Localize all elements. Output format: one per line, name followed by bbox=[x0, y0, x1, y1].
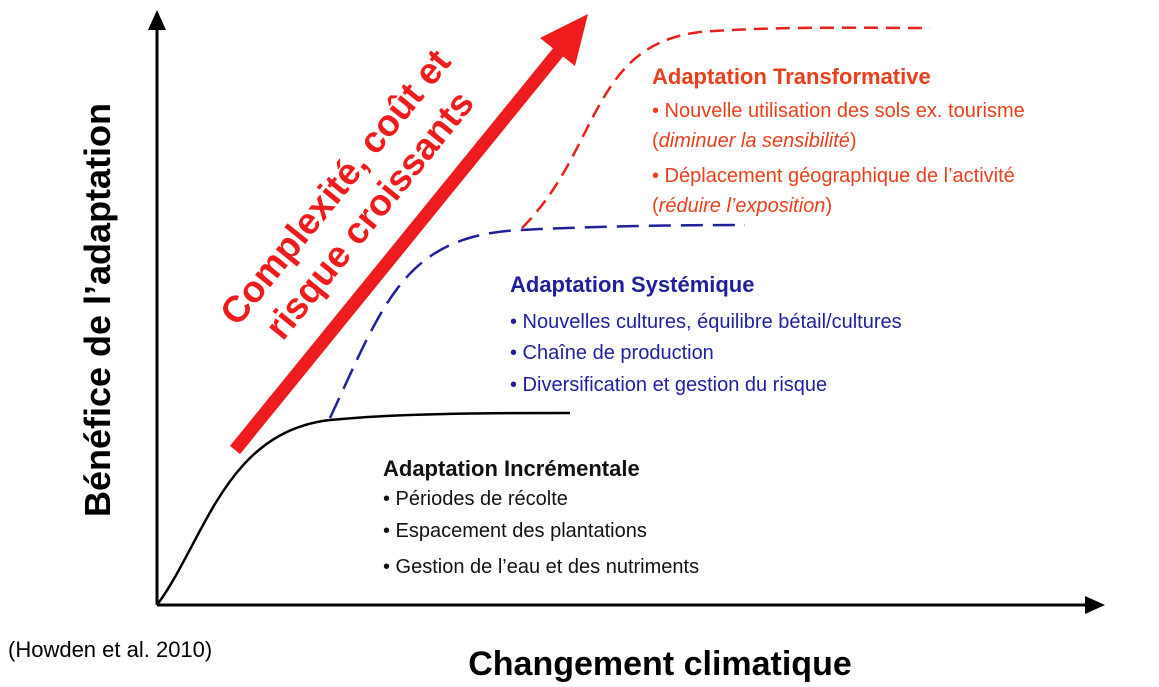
stage-title: Adaptation Systémique bbox=[510, 272, 754, 297]
stage-item: • Chaîne de production bbox=[510, 342, 714, 364]
paren: ) bbox=[850, 130, 857, 152]
y-axis-label: Bénéfice de l’adaptation bbox=[77, 103, 118, 517]
systemic-curve bbox=[328, 223, 746, 419]
stage-item: • Diversification et gestion du risque bbox=[510, 374, 827, 396]
transformative-curve bbox=[521, 26, 931, 229]
x-axis-label: Changement climatique bbox=[468, 645, 852, 683]
stage-title: Adaptation Incrémentale bbox=[383, 456, 640, 481]
stage-item: • Gestion de l’eau et des nutriments bbox=[383, 556, 699, 578]
stage-note: (réduire l’exposition) bbox=[652, 195, 832, 217]
x-axis-head bbox=[1085, 596, 1105, 614]
red-arrow bbox=[229, 45, 566, 455]
stage-item: • Espacement des plantations bbox=[383, 520, 647, 542]
note-italic: diminuer la sensibilité bbox=[659, 130, 850, 152]
stage-note: (diminuer la sensibilité) bbox=[652, 130, 857, 152]
y-axis-head bbox=[148, 10, 166, 30]
citation: (Howden et al. 2010) bbox=[8, 637, 212, 662]
note-italic: réduire l’exposition bbox=[659, 195, 826, 217]
paren: ( bbox=[652, 130, 659, 152]
stage-item: • Déplacement géographique de l’activité bbox=[652, 165, 1015, 187]
incremental-curve bbox=[155, 411, 571, 606]
stage-item: • Nouvelles cultures, équilibre bétail/c… bbox=[510, 311, 902, 333]
paren: ) bbox=[825, 195, 832, 217]
stage-title: Adaptation Transformative bbox=[652, 64, 931, 89]
stage-item: • Périodes de récolte bbox=[383, 488, 568, 510]
paren: ( bbox=[652, 195, 659, 217]
red-arrow-head bbox=[540, 14, 588, 66]
stage-item: • Nouvelle utilisation des sols ex. tour… bbox=[652, 100, 1025, 122]
